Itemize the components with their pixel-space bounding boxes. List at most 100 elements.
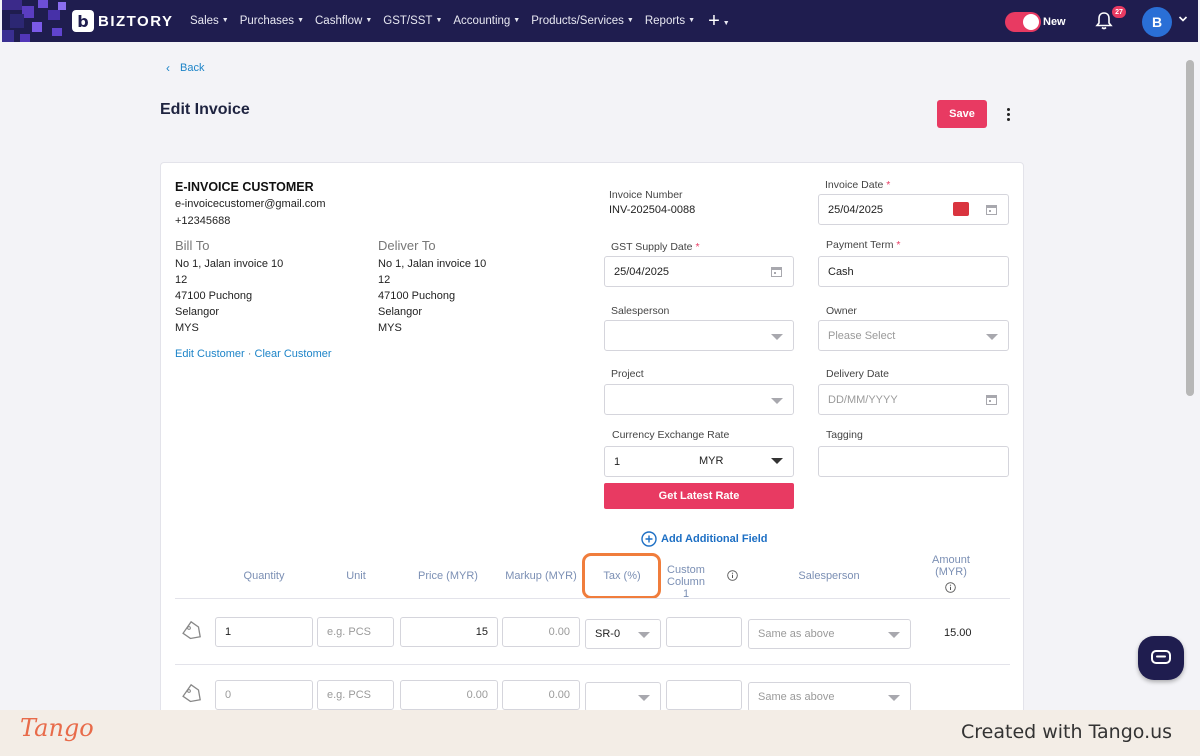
link-separator: · xyxy=(247,348,252,360)
owner-select[interactable]: Please Select xyxy=(818,320,1009,351)
column-header-tax: Tax (%) xyxy=(603,570,641,582)
customer-actions: Edit Customer · Clear Customer xyxy=(175,348,332,360)
brand-mark-icon: b xyxy=(72,10,94,32)
row-2-unit-input[interactable]: e.g. PCS xyxy=(317,680,394,710)
row-2-quantity-input[interactable]: 0 xyxy=(215,680,313,710)
table-divider xyxy=(175,664,1010,665)
project-select[interactable] xyxy=(604,384,794,415)
tango-credit: Created with Tango.us xyxy=(961,721,1173,743)
back-link[interactable]: ‹ Back xyxy=(166,61,205,75)
table-divider xyxy=(175,598,1010,599)
row-1-amount: 15.00 xyxy=(944,627,972,639)
row-1-quantity-input[interactable]: 1 xyxy=(215,617,313,647)
calendar-icon[interactable] xyxy=(986,394,997,405)
row-2-custom-1-input[interactable] xyxy=(666,680,742,710)
row-1-markup-input[interactable]: 0.00 xyxy=(502,617,580,647)
brand-logo[interactable]: b BIZTORY xyxy=(72,10,174,32)
tango-logo: Tango xyxy=(20,714,94,742)
column-header-salesperson: Salesperson xyxy=(798,570,860,582)
column-header-custom-1: Custom Column 1 xyxy=(667,564,705,600)
deliver-to-line: 47100 Puchong xyxy=(378,290,456,302)
menu-sales[interactable]: Sales ▼ xyxy=(190,15,229,27)
new-ui-toggle-label: New xyxy=(1043,16,1066,28)
chevron-down-icon xyxy=(638,695,650,701)
deliver-to-line: MYS xyxy=(378,322,402,334)
gst-supply-date-label: GST Supply Date * xyxy=(611,241,700,253)
add-additional-field-button[interactable]: Add Additional Field xyxy=(641,531,768,547)
chevron-left-icon: ‹ xyxy=(166,61,170,75)
tag-icon[interactable] xyxy=(178,620,206,642)
column-header-markup: Markup (MYR) xyxy=(505,570,577,582)
delivery-date-input[interactable]: DD/MM/YYYY xyxy=(818,384,1009,415)
tagging-label: Tagging xyxy=(826,429,863,441)
menu-purchases[interactable]: Purchases ▼ xyxy=(239,15,304,27)
user-avatar[interactable]: B xyxy=(1142,7,1172,37)
brand-name: BIZTORY xyxy=(98,12,174,30)
clear-customer-link[interactable]: Clear Customer xyxy=(254,348,332,360)
get-latest-rate-button[interactable]: Get Latest Rate xyxy=(604,483,794,509)
chat-icon xyxy=(1151,650,1171,664)
currency-rate-input[interactable]: 1 xyxy=(604,446,794,477)
calendar-icon[interactable] xyxy=(986,204,997,215)
tagging-input[interactable] xyxy=(818,446,1009,477)
chevron-down-icon xyxy=(888,632,900,638)
delivery-date-label: Delivery Date xyxy=(826,368,890,380)
chevron-down-icon[interactable] xyxy=(1178,14,1188,24)
main-menu: Sales ▼ Purchases ▼ Cashflow ▼ GST/SST ▼ Acc… xyxy=(190,0,741,42)
row-2-markup-input[interactable]: 0.00 xyxy=(502,680,580,710)
chat-support-button[interactable] xyxy=(1138,636,1184,680)
plus-icon: + xyxy=(708,9,720,32)
deliver-to-heading: Deliver To xyxy=(378,238,436,253)
bill-to-line: Selangor xyxy=(175,306,220,318)
row-2-price-input[interactable]: 0.00 xyxy=(400,680,498,710)
payment-term-input[interactable]: Cash xyxy=(818,256,1009,287)
page-scrollbar[interactable] xyxy=(1186,60,1194,396)
column-header-amount: Amount (MYR) xyxy=(932,554,970,578)
save-button[interactable]: Save xyxy=(937,100,987,128)
column-header-quantity: Quantity xyxy=(243,570,285,582)
chevron-down-icon xyxy=(771,398,783,404)
salesperson-select[interactable] xyxy=(604,320,794,351)
tax-column-highlight xyxy=(582,553,661,599)
more-options-icon[interactable] xyxy=(1000,104,1016,124)
edit-customer-link[interactable]: Edit Customer xyxy=(175,348,245,360)
deliver-to-line: Selangor xyxy=(378,306,423,318)
chevron-down-icon: ▼ xyxy=(626,17,634,25)
top-navigation-bar: b BIZTORY Sales ▼ Purchases ▼ Cashflow ▼ GS… xyxy=(2,0,1198,42)
brand-pixel-pattern xyxy=(2,0,98,42)
row-1-price-input[interactable]: 15 xyxy=(400,617,498,647)
invoice-number-label: Invoice Number xyxy=(609,189,683,201)
new-ui-toggle[interactable] xyxy=(1005,12,1041,32)
customer-email: e-invoicecustomer@gmail.com xyxy=(175,198,326,210)
chevron-down-icon xyxy=(638,632,650,638)
bell-icon[interactable] xyxy=(1094,11,1114,31)
customer-phone: +12345688 xyxy=(175,215,231,227)
menu-reports[interactable]: Reports ▼ xyxy=(644,15,696,27)
menu-gst-sst[interactable]: GST/SST ▼ xyxy=(383,15,443,27)
column-header-price: Price (MYR) xyxy=(418,570,478,582)
calendar-icon[interactable] xyxy=(771,266,782,277)
chevron-down-icon xyxy=(888,695,900,701)
calendar-extension-icon[interactable] xyxy=(953,202,969,216)
notification-badge: 27 xyxy=(1112,6,1126,18)
menu-products-services[interactable]: Products/Services ▼ xyxy=(531,15,634,27)
owner-label: Owner xyxy=(826,305,857,317)
currency-code-select[interactable]: MYR xyxy=(699,455,724,467)
row-1-custom-1-input[interactable] xyxy=(666,617,742,647)
chevron-down-icon: ▼ xyxy=(221,17,229,25)
bill-to-heading: Bill To xyxy=(175,238,210,253)
invoice-date-input[interactable]: 25/04/2025 xyxy=(818,194,1009,225)
row-1-unit-input[interactable]: e.g. PCS xyxy=(317,617,394,647)
menu-accounting[interactable]: Accounting ▼ xyxy=(453,15,521,27)
info-icon[interactable] xyxy=(945,582,956,593)
row-2-salesperson-select[interactable]: Same as above xyxy=(748,682,911,712)
row-1-salesperson-select[interactable]: Same as above xyxy=(748,619,911,649)
chevron-down-icon: ▼ xyxy=(365,17,373,25)
chevron-down-icon xyxy=(771,334,783,340)
info-icon[interactable] xyxy=(727,570,738,581)
chevron-down-icon xyxy=(986,334,998,340)
tag-icon[interactable] xyxy=(178,683,206,705)
menu-cashflow[interactable]: Cashflow ▼ xyxy=(315,15,373,27)
gst-supply-date-input[interactable]: 25/04/2025 xyxy=(604,256,794,287)
menu-quick-add[interactable]: + ▼ xyxy=(706,10,730,33)
